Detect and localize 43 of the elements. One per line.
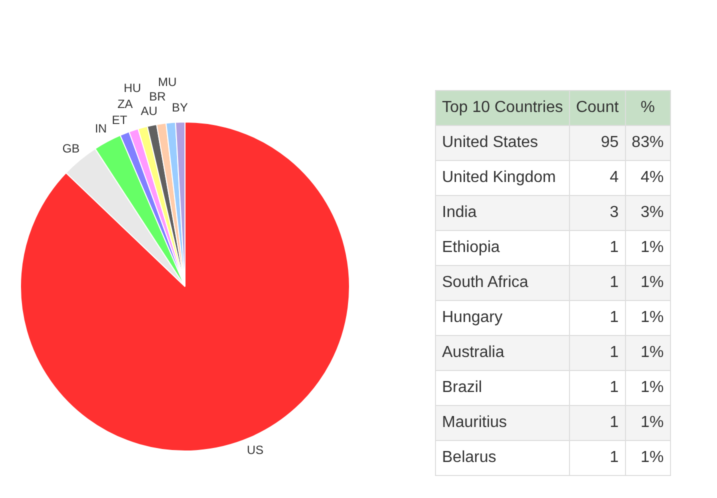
data-label: 1 <box>569 300 626 336</box>
category-label: Ethiopia <box>436 230 570 266</box>
category-label: Mauritius <box>436 406 570 440</box>
data-label: 1 <box>569 440 626 476</box>
category-label: United States <box>436 126 570 160</box>
text: Top 10 Countries <box>436 90 570 126</box>
data-label: 1% <box>625 440 670 476</box>
slice-label: MU <box>158 75 177 90</box>
slice-label: AU <box>140 104 158 118</box>
slice-label: BY <box>172 100 188 114</box>
slice-label: GB <box>62 141 80 156</box>
category-label: Brazil <box>436 370 570 406</box>
data-label: 83% <box>625 126 670 160</box>
category-label: Hungary <box>436 300 570 336</box>
text: Count <box>569 90 626 126</box>
category-label: South Africa <box>436 266 570 300</box>
data-label: 95 <box>569 126 626 160</box>
data-label: 1% <box>625 406 670 440</box>
category-label: India <box>436 196 570 230</box>
slice-label: ZA <box>117 96 133 111</box>
slice-label: ET <box>112 112 128 127</box>
data-label: 3 <box>569 196 626 230</box>
data-label: 1% <box>625 266 670 300</box>
category-label: United Kingdom <box>436 160 570 196</box>
data-label: 1% <box>625 370 670 406</box>
text: % <box>625 90 670 126</box>
data-label: 4 <box>569 160 626 196</box>
category-label: Belarus <box>436 440 570 476</box>
data-label: 1 <box>569 336 626 370</box>
data-label: 4% <box>625 160 670 196</box>
data-label: 1 <box>569 230 626 266</box>
data-label: 1% <box>625 336 670 370</box>
data-label: 1 <box>569 370 626 406</box>
data-label: 1 <box>569 406 626 440</box>
slice-label: HU <box>124 81 142 96</box>
slice-label: BR <box>149 89 166 104</box>
slice-label: US <box>246 442 264 457</box>
data-label: 1% <box>625 300 670 336</box>
slice-label: IN <box>94 121 107 136</box>
data-label: 1% <box>625 230 670 266</box>
data-label: 1 <box>569 266 626 300</box>
category-label: Australia <box>436 336 570 370</box>
data-label: 3% <box>625 196 670 230</box>
